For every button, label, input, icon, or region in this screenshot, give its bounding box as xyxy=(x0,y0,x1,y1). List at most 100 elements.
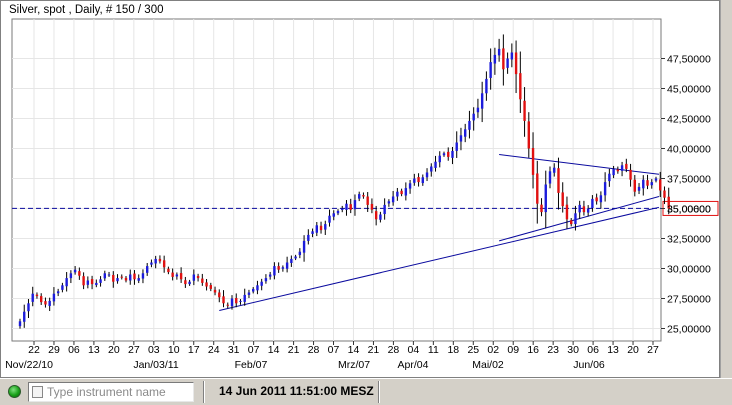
y-tick-label: 47,50000 xyxy=(667,54,711,66)
vertical-scrollbar[interactable] xyxy=(720,0,732,378)
current-price-label: 35,00600 xyxy=(667,203,711,215)
candlestick-chart[interactable]: 35,00600 25,00000 27,50000 30,00000 32,5000… xyxy=(1,1,719,377)
candle-body xyxy=(179,273,183,280)
candle-body xyxy=(468,120,471,130)
x-month-label: Jun/06 xyxy=(573,359,605,371)
candle-body xyxy=(290,258,293,263)
candle-body xyxy=(184,280,187,285)
candle-body xyxy=(196,275,200,279)
candle-body xyxy=(502,48,505,70)
candle-body xyxy=(235,298,238,304)
candle-body xyxy=(553,167,556,173)
candle-body xyxy=(341,208,344,210)
x-month-label: Mai/02 xyxy=(472,359,504,371)
candle-body xyxy=(612,168,615,176)
support-trendline xyxy=(219,206,660,311)
x-month-label: Apr/04 xyxy=(398,359,429,371)
y-tick-label: 45,00000 xyxy=(667,84,711,96)
x-tick-label: 02 xyxy=(487,344,499,356)
candle-body xyxy=(374,211,378,220)
x-month-label: Nov/22/10 xyxy=(5,359,53,371)
x-axis: 22 29 06 13 20 27 03 10 17 24 31 07 14 21 28 07 14 21 28 04… xyxy=(5,341,659,371)
x-tick-label: 18 xyxy=(447,344,459,356)
candle-body xyxy=(213,289,217,293)
candle-body xyxy=(281,267,285,269)
candle-body xyxy=(69,273,73,279)
candle-body xyxy=(489,62,492,78)
candle-body xyxy=(366,196,369,205)
candle-body xyxy=(493,54,497,64)
candle-body xyxy=(268,274,272,277)
candle-body xyxy=(536,173,539,204)
instrument-search-input[interactable] xyxy=(28,382,194,402)
candle-body xyxy=(175,274,179,277)
candle-body xyxy=(430,166,433,172)
candle-body xyxy=(146,266,149,273)
candle-body xyxy=(324,224,327,230)
server-timestamp: 14 Jun 2011 11:51:00 MESZ xyxy=(219,384,374,398)
candle-body xyxy=(561,192,564,207)
candle-body xyxy=(336,210,340,214)
candle-body xyxy=(307,234,310,241)
x-tick-label: 30 xyxy=(567,344,579,356)
candle-body xyxy=(103,273,106,279)
candle-body xyxy=(162,260,166,268)
status-separator xyxy=(378,381,380,403)
candle-body xyxy=(548,171,552,184)
candle-body xyxy=(591,198,594,209)
candle-body xyxy=(315,225,318,233)
candle-body xyxy=(27,303,30,312)
x-tick-label: 27 xyxy=(128,344,140,356)
candle-body xyxy=(603,182,607,196)
candle-body xyxy=(540,204,543,213)
candle-body xyxy=(642,179,645,189)
candle-body xyxy=(48,300,51,306)
y-tick-label: 30,00000 xyxy=(667,264,711,276)
current-price-line: 35,00600 xyxy=(12,200,719,216)
candle-body xyxy=(252,288,255,292)
x-tick-label: 14 xyxy=(348,344,360,356)
candle-body xyxy=(358,194,361,199)
x-tick-label: 28 xyxy=(388,344,400,356)
candle-body xyxy=(35,294,39,297)
candle-body xyxy=(99,279,102,283)
candle-body xyxy=(345,203,348,210)
x-tick-label: 03 xyxy=(148,344,160,356)
y-tick-label: 27,50000 xyxy=(667,294,711,306)
x-tick-label: 13 xyxy=(607,344,619,356)
candle-body xyxy=(86,280,90,285)
candle-body xyxy=(646,180,649,186)
candle-body xyxy=(616,169,620,172)
y-axis: 25,00000 27,50000 30,00000 32,50000 35,00000… xyxy=(661,54,711,336)
candle-body xyxy=(417,177,420,183)
candle-body xyxy=(523,100,526,121)
candle-body xyxy=(65,278,68,287)
candle-body xyxy=(595,197,598,202)
x-tick-label: 20 xyxy=(108,344,120,356)
candle-body xyxy=(459,135,463,142)
candle-body xyxy=(78,271,81,276)
x-tick-label: 06 xyxy=(68,344,80,356)
candle-body xyxy=(332,213,335,217)
candle-body xyxy=(277,266,280,270)
candle-body xyxy=(61,285,64,290)
candle-body xyxy=(442,153,446,156)
status-bar: 14 Jun 2011 11:51:00 MESZ xyxy=(0,378,732,405)
candle-body xyxy=(620,165,624,171)
candle-body xyxy=(383,204,386,215)
candle-body xyxy=(396,191,399,197)
candle-body xyxy=(404,188,408,196)
y-tick-label: 32,50000 xyxy=(667,234,711,246)
candle-body xyxy=(586,208,590,213)
candle-body xyxy=(201,278,204,283)
x-tick-label: 14 xyxy=(268,344,280,356)
triangle-upper-trendline xyxy=(499,154,660,175)
candle-body xyxy=(285,262,289,269)
chart-title: Silver, spot , Daily, # 150 / 300 xyxy=(9,4,164,16)
x-tick-label: 13 xyxy=(88,344,100,356)
candle-body xyxy=(425,172,429,178)
x-tick-label: 23 xyxy=(547,344,559,356)
candle-body xyxy=(133,273,136,280)
x-tick-label: 11 xyxy=(428,344,439,356)
candle-body xyxy=(218,292,221,298)
